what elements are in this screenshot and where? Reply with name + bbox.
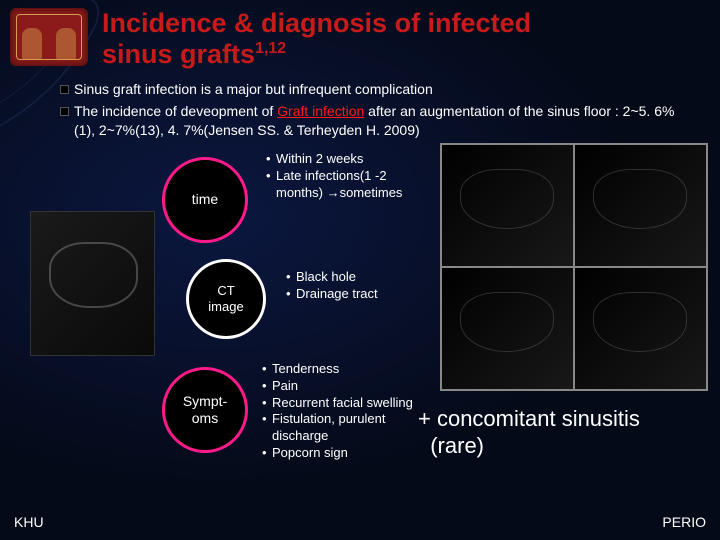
ct-image-left xyxy=(30,211,155,356)
notes-ct: Black hole Drainage tract xyxy=(286,269,436,303)
notes-time: Within 2 weeks Late infections(1 -2 mont… xyxy=(266,151,416,202)
ct-pane-1 xyxy=(442,145,573,266)
notes-symptoms: Tenderness Pain Recurrent facial swellin… xyxy=(262,361,422,462)
bullet-2-text-a: The incidence of deveopment of xyxy=(74,103,277,119)
notes-ct-2: Drainage tract xyxy=(286,286,436,303)
ct-pane-3 xyxy=(442,268,573,389)
circle-ct: CT image xyxy=(186,259,266,339)
notes-ct-1: Black hole xyxy=(286,269,436,286)
title-sup: 1,12 xyxy=(255,40,286,57)
title-line1: Incidence & diagnosis of infected xyxy=(102,8,531,38)
bullet-1-text: Sinus graft infection is a major but inf… xyxy=(74,81,433,97)
bullet-list: Sinus graft infection is a major but inf… xyxy=(0,74,720,151)
footer-right: PERIO xyxy=(662,514,706,530)
main-content: time CT image Sympt- oms Within 2 weeks … xyxy=(0,151,720,491)
footer-left: KHU xyxy=(14,514,44,530)
university-logo xyxy=(10,8,88,66)
notes-time-2: Late infections(1 -2 months) →sometimes xyxy=(266,168,416,202)
ct-pane-2 xyxy=(575,145,706,266)
notes-sym-2: Pain xyxy=(262,378,422,395)
circle-sym-label-b: oms xyxy=(192,410,218,427)
circle-time: time xyxy=(162,157,248,243)
concomitant-l1: + concomitant sinusitis xyxy=(418,406,640,431)
circle-ct-label-a: CT xyxy=(217,283,234,299)
circle-ct-label-b: image xyxy=(208,299,243,315)
notes-sym-5: Popcorn sign xyxy=(262,445,422,462)
concomitant-text: + concomitant sinusitis (rare) xyxy=(418,405,640,460)
notes-sym-4: Fistulation, purulent discharge xyxy=(262,411,422,445)
ct-pane-4 xyxy=(575,268,706,389)
circle-symptoms: Sympt- oms xyxy=(162,367,248,453)
circle-time-label: time xyxy=(192,191,218,208)
notes-sym-1: Tenderness xyxy=(262,361,422,378)
bullet-2-accent: Graft infection xyxy=(277,103,364,119)
bullet-2: The incidence of deveopment of Graft inf… xyxy=(60,102,690,140)
notes-time-1: Within 2 weeks xyxy=(266,151,416,168)
notes-sym-3: Recurrent facial swelling xyxy=(262,395,422,412)
concomitant-l2: (rare) xyxy=(418,433,484,458)
circle-sym-label-a: Sympt- xyxy=(183,393,227,410)
slide-title: Incidence & diagnosis of infected sinus … xyxy=(102,8,531,70)
ct-image-grid xyxy=(440,143,708,391)
bullet-1: Sinus graft infection is a major but inf… xyxy=(60,80,690,99)
